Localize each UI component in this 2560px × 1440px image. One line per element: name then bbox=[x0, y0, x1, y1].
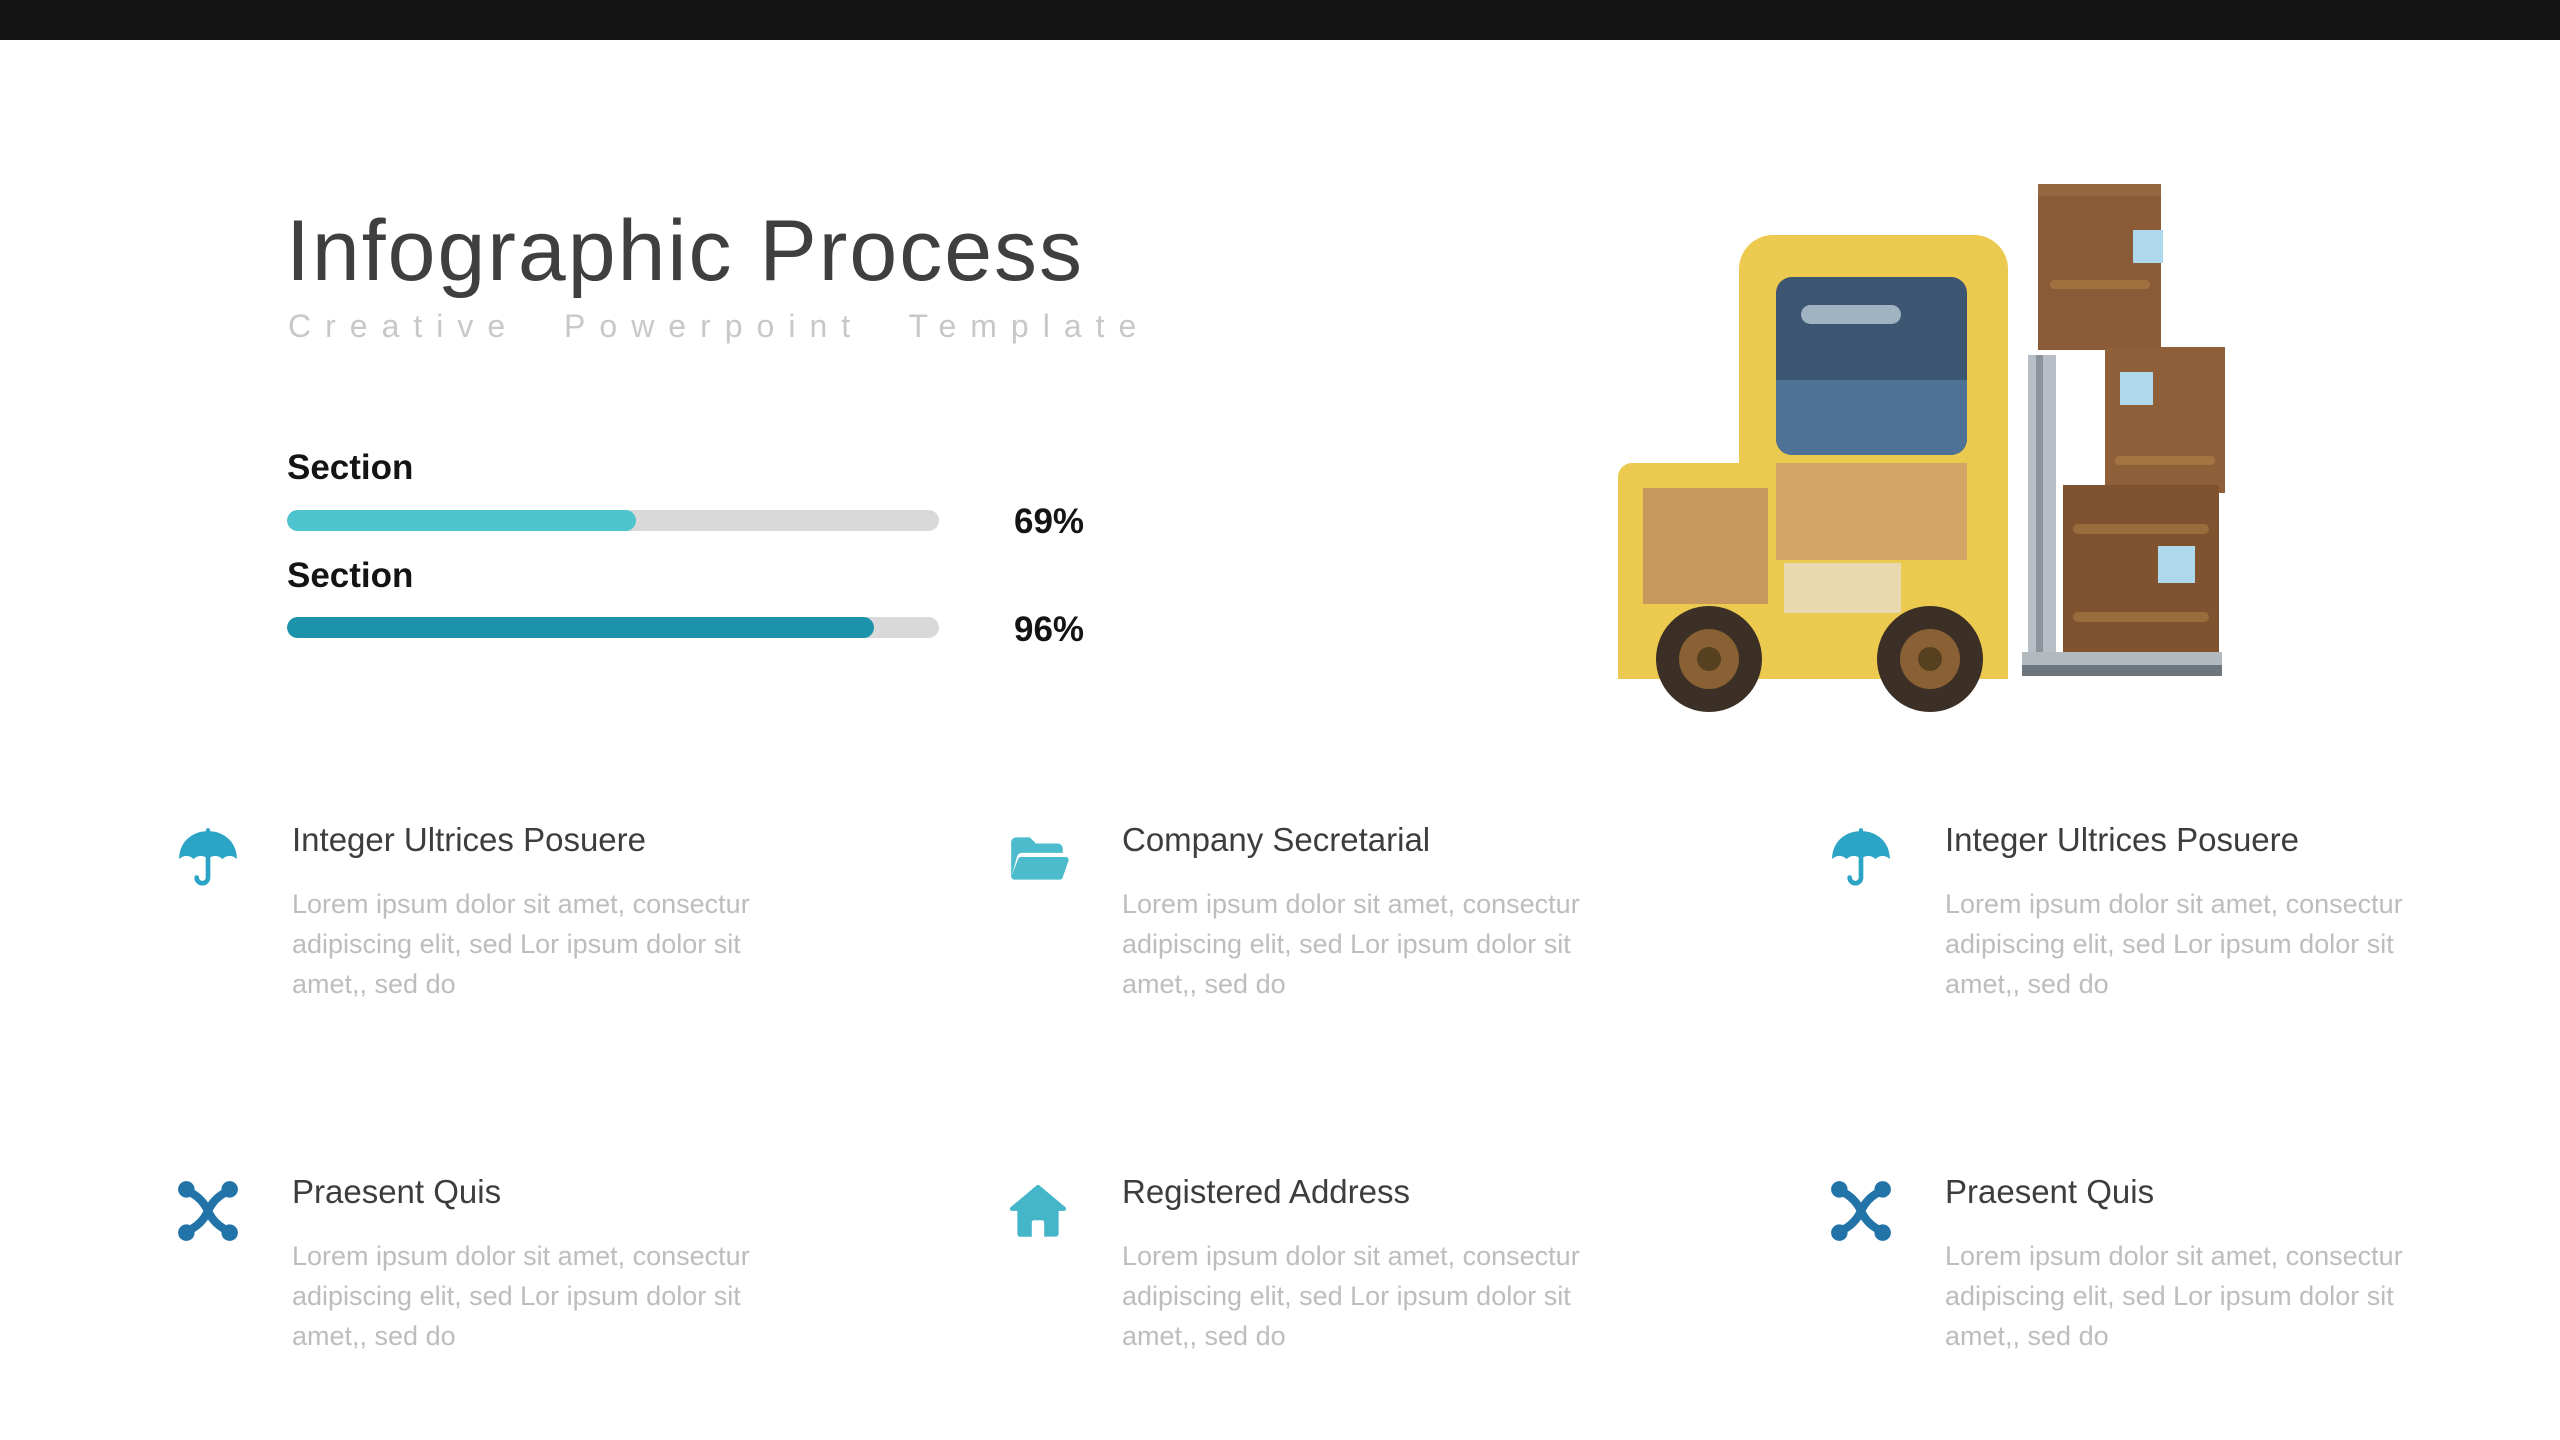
page-subtitle: Creative Powerpoint Template bbox=[288, 308, 1151, 344]
progress-track bbox=[287, 617, 939, 638]
home-icon bbox=[1005, 1178, 1071, 1244]
feature-card: Integer Ultrices Posuere Lorem ipsum dol… bbox=[1828, 820, 2488, 1004]
progress-fill bbox=[287, 510, 636, 531]
forklift-body bbox=[1618, 235, 2008, 679]
feature-title: Praesent Quis bbox=[1945, 1173, 2155, 1210]
open-folder-icon bbox=[1005, 826, 1071, 892]
progress-track bbox=[287, 510, 939, 531]
progress-fill bbox=[287, 617, 874, 638]
progress-value: 96% bbox=[1014, 610, 1085, 649]
joomla-icon bbox=[1828, 1178, 1894, 1244]
feature-body: Lorem ipsum dolor sit amet, consectur ad… bbox=[1122, 888, 1580, 999]
progress-label: Section bbox=[287, 448, 414, 487]
feature-title: Integer Ultrices Posuere bbox=[1945, 821, 2299, 858]
top-accent-bar bbox=[0, 0, 2560, 40]
forklift-illustration bbox=[1618, 164, 2230, 724]
progress-value: 69% bbox=[1014, 502, 1085, 541]
page-title: Infographic Process bbox=[286, 202, 1085, 299]
feature-card: Integer Ultrices Posuere Lorem ipsum dol… bbox=[175, 820, 835, 1004]
feature-body: Lorem ipsum dolor sit amet, consectur ad… bbox=[1945, 1240, 2403, 1351]
feature-title: Integer Ultrices Posuere bbox=[292, 821, 646, 858]
umbrella-icon bbox=[1828, 826, 1894, 892]
forklift-wheels bbox=[1656, 606, 1983, 712]
feature-card: Praesent Quis Lorem ipsum dolor sit amet… bbox=[175, 1172, 835, 1356]
feature-card: Praesent Quis Lorem ipsum dolor sit amet… bbox=[1828, 1172, 2488, 1356]
umbrella-icon bbox=[175, 826, 241, 892]
progress-label: Section bbox=[287, 556, 414, 595]
joomla-icon bbox=[175, 1178, 241, 1244]
boxes-stack bbox=[2038, 184, 2225, 654]
feature-body: Lorem ipsum dolor sit amet, consectur ad… bbox=[292, 888, 750, 999]
feature-body: Lorem ipsum dolor sit amet, consectur ad… bbox=[1122, 1240, 1580, 1351]
forklift-mast bbox=[2022, 355, 2222, 676]
feature-card: Company Secretarial Lorem ipsum dolor si… bbox=[1005, 820, 1665, 1004]
feature-title: Registered Address bbox=[1122, 1173, 1410, 1210]
feature-title: Praesent Quis bbox=[292, 1173, 502, 1210]
feature-title: Company Secretarial bbox=[1122, 821, 1431, 858]
feature-card: Registered Address Lorem ipsum dolor sit… bbox=[1005, 1172, 1665, 1356]
feature-body: Lorem ipsum dolor sit amet, consectur ad… bbox=[1945, 888, 2403, 999]
feature-body: Lorem ipsum dolor sit amet, consectur ad… bbox=[292, 1240, 750, 1351]
